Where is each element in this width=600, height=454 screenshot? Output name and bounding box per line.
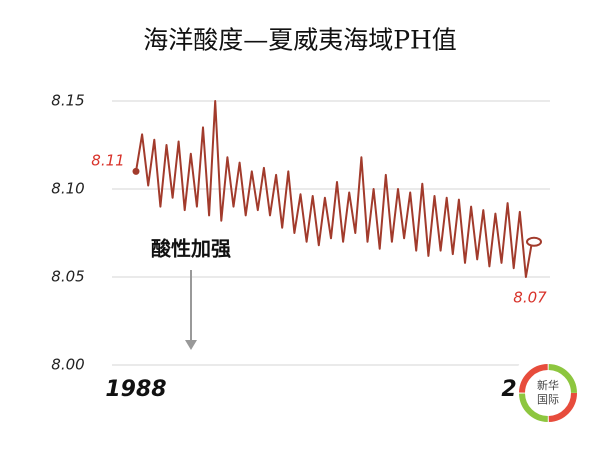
chart-title: 海洋酸度—夏威夷海域PH值 xyxy=(143,26,457,55)
y-tick-label: 8.10 xyxy=(51,180,84,198)
end-label: 8.07 xyxy=(513,289,547,307)
logo-text: 新华 xyxy=(537,378,559,392)
arrow-head xyxy=(185,340,197,350)
logo-center xyxy=(528,373,568,413)
y-tick-label: 8.15 xyxy=(51,92,84,110)
data-line xyxy=(135,100,533,278)
end-marker xyxy=(526,236,542,247)
y-tick-label: 8.05 xyxy=(51,268,84,286)
y-tick-label: 8.00 xyxy=(51,356,84,374)
start-label: 8.11 xyxy=(91,152,124,170)
start-marker xyxy=(132,167,140,175)
x-tick-label: 1988 xyxy=(105,377,166,402)
annotation: 酸性加强 xyxy=(151,237,231,261)
logo-ring-2 xyxy=(519,364,577,422)
logo-text: 国际 xyxy=(537,393,559,406)
